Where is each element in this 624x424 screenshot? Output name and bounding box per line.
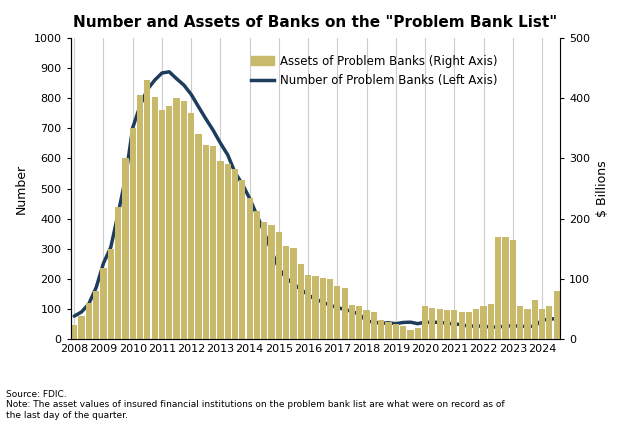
Legend: Assets of Problem Banks (Right Axis), Number of Problem Banks (Left Axis): Assets of Problem Banks (Right Axis), Nu… <box>246 50 502 92</box>
Bar <box>254 212 260 339</box>
Bar <box>195 134 202 339</box>
Bar <box>466 312 472 339</box>
Bar <box>517 306 523 339</box>
Bar <box>85 303 92 339</box>
Bar <box>502 237 509 339</box>
Y-axis label: Number: Number <box>15 164 28 214</box>
Bar <box>327 279 333 339</box>
Bar <box>210 146 217 339</box>
Bar <box>319 278 326 339</box>
Bar <box>546 306 552 339</box>
Bar <box>429 308 436 339</box>
Bar <box>79 315 85 339</box>
Bar <box>495 237 501 339</box>
Bar <box>364 310 369 339</box>
Bar <box>415 328 421 339</box>
Bar <box>480 306 487 339</box>
Bar <box>166 106 172 339</box>
Bar <box>122 159 129 339</box>
Bar <box>246 198 253 339</box>
Bar <box>239 179 245 339</box>
Bar <box>100 268 107 339</box>
Bar <box>341 288 348 339</box>
Bar <box>225 165 231 339</box>
Bar <box>115 206 121 339</box>
Bar <box>524 309 530 339</box>
Bar <box>232 169 238 339</box>
Bar <box>378 320 384 339</box>
Bar <box>437 309 443 339</box>
Y-axis label: $ Billions: $ Billions <box>596 160 609 217</box>
Bar <box>71 325 77 339</box>
Bar <box>203 145 209 339</box>
Bar <box>108 249 114 339</box>
Bar <box>371 312 377 339</box>
Bar <box>217 162 223 339</box>
Bar <box>488 304 494 339</box>
Bar <box>386 322 392 339</box>
Bar <box>392 324 399 339</box>
Bar <box>188 113 194 339</box>
Bar <box>173 98 180 339</box>
Bar <box>532 300 538 339</box>
Bar <box>268 225 275 339</box>
Bar <box>298 264 304 339</box>
Bar <box>451 310 457 339</box>
Bar <box>459 312 465 339</box>
Title: Number and Assets of Banks on the "Problem Bank List": Number and Assets of Banks on the "Probl… <box>73 15 558 30</box>
Bar <box>152 97 158 339</box>
Bar <box>290 248 296 339</box>
Bar <box>473 309 479 339</box>
Bar <box>93 291 99 339</box>
Bar <box>283 246 290 339</box>
Bar <box>159 110 165 339</box>
Bar <box>422 306 428 339</box>
Bar <box>349 305 355 339</box>
Bar <box>400 326 406 339</box>
Bar <box>444 310 450 339</box>
Bar <box>276 232 282 339</box>
Bar <box>553 291 560 339</box>
Bar <box>407 330 414 339</box>
Bar <box>137 95 143 339</box>
Bar <box>313 276 318 339</box>
Bar <box>356 306 363 339</box>
Bar <box>181 101 187 339</box>
Bar <box>305 275 311 339</box>
Bar <box>261 222 267 339</box>
Bar <box>144 80 150 339</box>
Bar <box>510 240 516 339</box>
Bar <box>130 128 136 339</box>
Text: Source: FDIC.
Note: The asset values of insured financial institutions on the pr: Source: FDIC. Note: The asset values of … <box>6 390 505 420</box>
Bar <box>334 286 341 339</box>
Bar <box>539 309 545 339</box>
